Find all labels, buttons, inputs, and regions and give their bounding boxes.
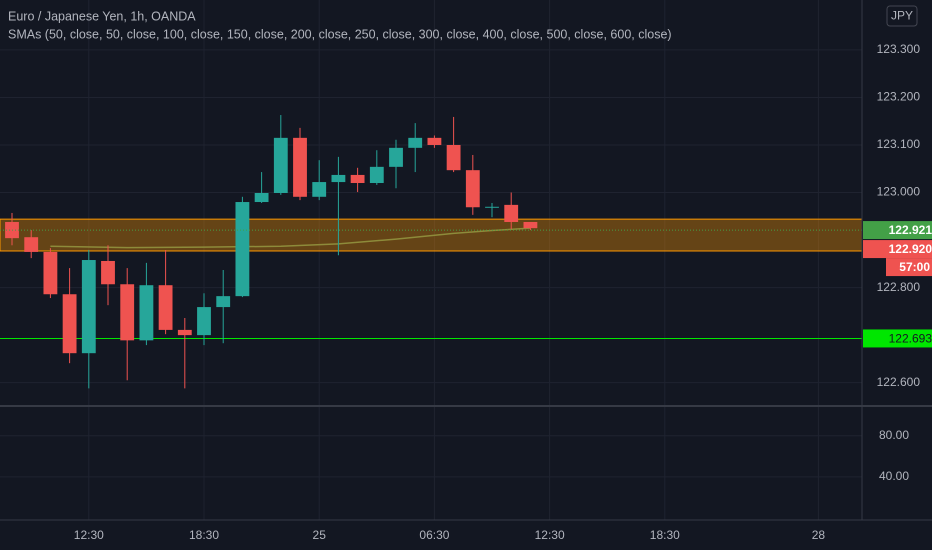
y-tick-label: 80.00 [879,428,909,442]
candle-body [331,174,346,183]
y-tick-label: 122.800 [877,280,921,294]
y-tick-label: 123.300 [877,42,921,56]
indicator-legend: SMAs (50, close, 50, close, 100, close, … [8,27,672,41]
candle-body [523,221,538,229]
candle-body [139,285,154,341]
candle-body [293,137,307,197]
countdown-label: 57:00 [899,260,930,274]
x-tick-label: 25 [313,528,327,542]
candle-body [197,307,211,336]
candle-body [465,170,480,208]
x-tick-label: 18:30 [650,528,680,542]
candle-body [24,237,39,252]
currency-label[interactable]: JPY [891,9,913,23]
x-tick-label: 12:30 [535,528,565,542]
price-badge [863,329,932,348]
price-badge-label: 122.921 [889,223,932,237]
candle-body [158,285,173,330]
candle-body [62,294,77,354]
countdown-badge [886,258,932,277]
currency-button[interactable] [886,5,918,27]
price-badge [863,240,932,259]
plot [0,115,863,389]
y-tick-label: 122.600 [877,375,921,389]
x-tick-label: 28 [812,528,826,542]
x-tick-label: 06:30 [419,528,449,542]
y-tick-label: 123.100 [877,137,921,151]
price-badge-label: 122.920 [889,242,932,256]
candle-body [101,260,115,285]
y-tick-label: 123.000 [877,185,921,199]
candle-body [312,182,327,197]
candle-body [81,260,96,354]
y-tick-label: 40.00 [879,469,909,483]
y-tick-label: 123.200 [877,90,921,104]
candle-body [408,137,423,148]
candle-body [427,137,442,145]
candle-body [446,144,461,171]
price-badge-label: 122.693 [889,332,932,346]
candle-body [485,206,499,208]
x-tick-label: 12:30 [74,528,104,542]
chart-title: Euro / Japanese Yen, 1h, OANDA [8,9,196,23]
candle-body [216,296,231,308]
price-badge [863,221,932,240]
candle-body [177,329,192,336]
candle-body [254,192,269,203]
candle-body [389,147,403,167]
candle-body [235,202,250,297]
candle-body [369,166,384,184]
candle-body [43,251,58,295]
x-tick-label: 18:30 [189,528,219,542]
candle-body [350,174,365,184]
candle-body [504,204,519,222]
candle-body [120,284,135,341]
candle-body [273,137,288,193]
